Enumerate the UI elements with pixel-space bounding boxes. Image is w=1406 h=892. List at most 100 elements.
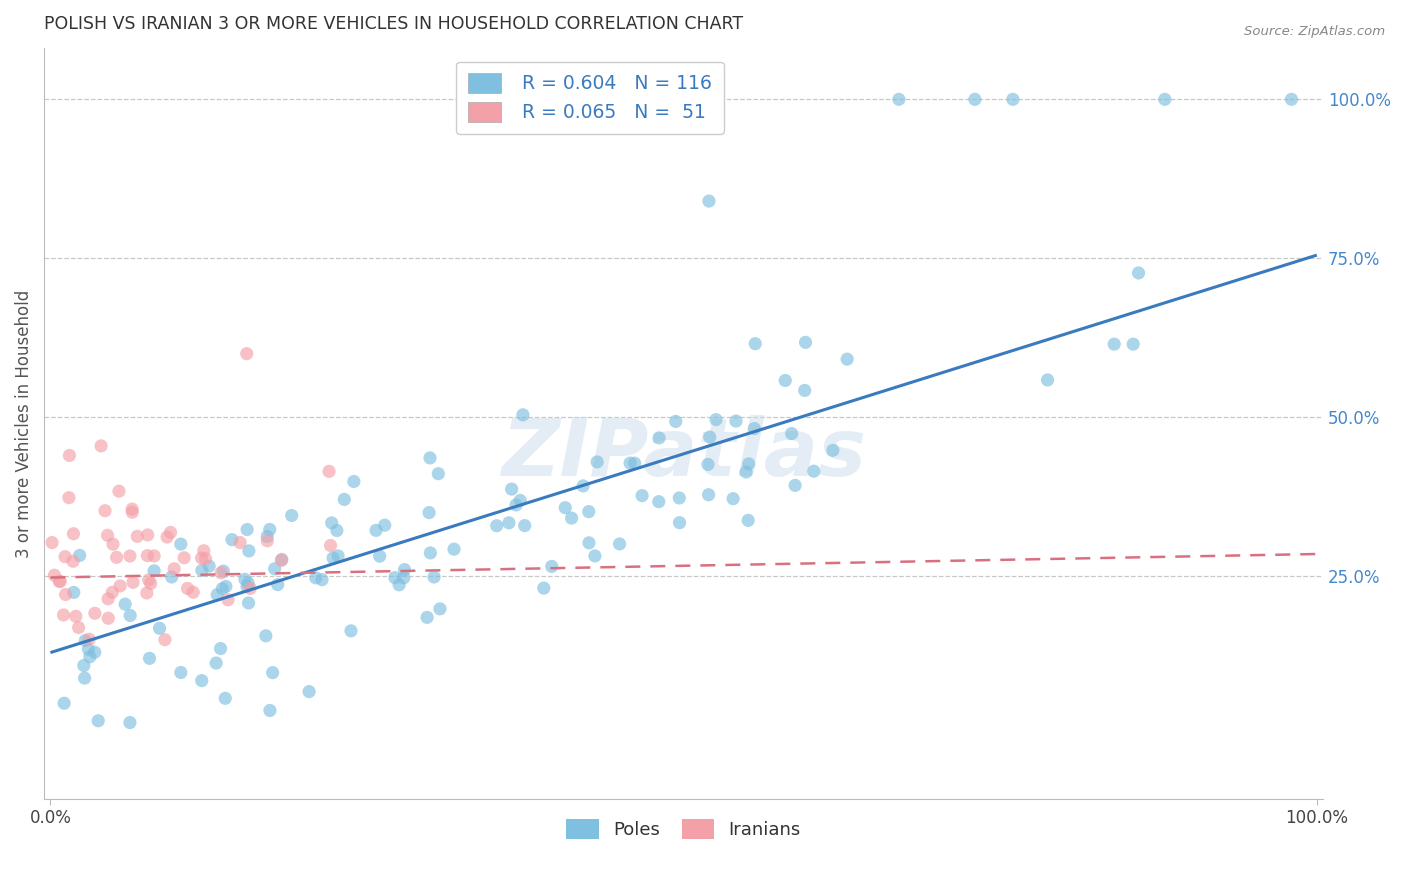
Point xyxy=(176,582,198,596)
Point xyxy=(427,467,450,481)
Point xyxy=(697,458,720,472)
Point xyxy=(217,592,239,607)
Point xyxy=(122,575,145,590)
Point xyxy=(429,602,451,616)
Point xyxy=(794,335,817,350)
Point xyxy=(97,591,120,606)
Point xyxy=(233,572,256,586)
Point xyxy=(121,502,143,516)
Point xyxy=(561,511,583,525)
Point xyxy=(394,563,416,577)
Point xyxy=(83,645,105,659)
Point xyxy=(1122,337,1144,351)
Point xyxy=(67,621,90,635)
Point xyxy=(156,530,179,544)
Point xyxy=(744,336,766,351)
Point xyxy=(780,426,803,441)
Point xyxy=(623,456,645,470)
Point xyxy=(785,478,807,492)
Point xyxy=(170,665,193,680)
Point xyxy=(509,493,531,508)
Point xyxy=(120,608,142,623)
Point xyxy=(668,516,690,530)
Point xyxy=(418,506,440,520)
Point xyxy=(114,597,136,611)
Point xyxy=(108,579,131,593)
Point xyxy=(101,537,124,551)
Point xyxy=(44,568,66,582)
Point xyxy=(193,543,215,558)
Point xyxy=(388,578,411,592)
Point xyxy=(392,571,415,585)
Point xyxy=(65,609,87,624)
Point xyxy=(135,586,157,600)
Point xyxy=(191,563,214,577)
Point xyxy=(311,573,333,587)
Point xyxy=(62,526,84,541)
Point xyxy=(236,523,259,537)
Point xyxy=(374,518,396,533)
Point xyxy=(90,439,112,453)
Point xyxy=(136,549,159,563)
Point xyxy=(744,421,766,435)
Point xyxy=(136,528,159,542)
Point xyxy=(236,580,259,594)
Point xyxy=(619,456,641,470)
Point xyxy=(143,564,166,578)
Point xyxy=(1102,337,1125,351)
Point xyxy=(97,611,120,625)
Point xyxy=(609,537,631,551)
Point xyxy=(724,414,747,428)
Point xyxy=(77,642,100,657)
Point xyxy=(267,577,290,591)
Point xyxy=(127,529,149,543)
Point xyxy=(263,562,285,576)
Point xyxy=(138,651,160,665)
Point xyxy=(58,491,80,505)
Point xyxy=(159,525,181,540)
Point xyxy=(305,571,328,585)
Point xyxy=(1001,92,1024,106)
Point xyxy=(259,703,281,717)
Point xyxy=(118,549,141,563)
Point xyxy=(343,475,366,489)
Point xyxy=(322,551,344,566)
Point xyxy=(333,492,356,507)
Point xyxy=(77,632,100,647)
Point xyxy=(221,533,243,547)
Point xyxy=(775,374,797,388)
Point xyxy=(160,570,183,584)
Point xyxy=(198,559,221,574)
Point xyxy=(1281,92,1303,106)
Point xyxy=(239,582,262,596)
Point xyxy=(73,658,96,673)
Point xyxy=(721,491,744,506)
Point xyxy=(229,535,252,549)
Point xyxy=(419,450,441,465)
Point xyxy=(668,491,690,505)
Point xyxy=(697,488,720,502)
Point xyxy=(49,574,72,589)
Point xyxy=(48,574,70,589)
Point xyxy=(586,455,609,469)
Point xyxy=(79,649,101,664)
Point xyxy=(583,549,606,563)
Point xyxy=(485,518,508,533)
Point xyxy=(270,553,292,567)
Point xyxy=(209,641,232,656)
Point xyxy=(648,494,671,508)
Point xyxy=(62,585,84,599)
Point xyxy=(170,537,193,551)
Point xyxy=(270,552,292,566)
Point xyxy=(62,554,84,568)
Point xyxy=(121,505,143,519)
Point xyxy=(735,465,758,479)
Point xyxy=(262,665,284,680)
Point xyxy=(53,549,76,564)
Point xyxy=(138,573,160,587)
Point xyxy=(143,549,166,563)
Point xyxy=(665,414,688,428)
Point xyxy=(238,544,260,558)
Point xyxy=(793,384,815,398)
Point xyxy=(83,607,105,621)
